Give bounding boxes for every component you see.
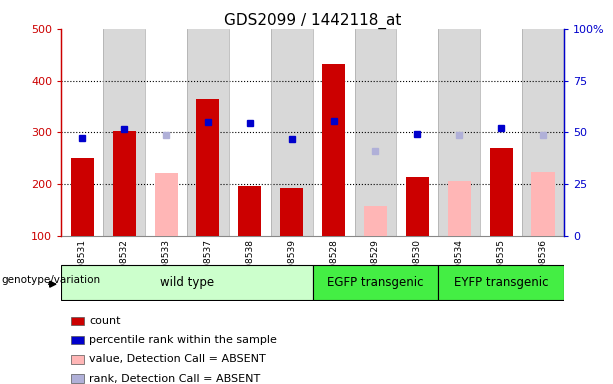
- Bar: [280, 188, 303, 236]
- Bar: [490, 148, 512, 236]
- Title: GDS2099 / 1442118_at: GDS2099 / 1442118_at: [224, 13, 402, 29]
- Bar: [313, 265, 438, 300]
- Bar: [322, 64, 345, 236]
- Bar: [229, 29, 271, 236]
- Bar: [71, 374, 84, 383]
- Text: count: count: [89, 316, 120, 326]
- Bar: [447, 181, 471, 236]
- Bar: [522, 29, 564, 236]
- Text: rank, Detection Call = ABSENT: rank, Detection Call = ABSENT: [89, 374, 260, 384]
- Bar: [145, 29, 187, 236]
- Bar: [438, 29, 480, 236]
- Text: value, Detection Call = ABSENT: value, Detection Call = ABSENT: [89, 354, 265, 364]
- Bar: [61, 29, 103, 236]
- Bar: [406, 177, 429, 236]
- Bar: [113, 131, 135, 236]
- Bar: [531, 172, 555, 236]
- Bar: [271, 29, 313, 236]
- Text: genotype/variation: genotype/variation: [1, 275, 101, 285]
- Bar: [71, 355, 84, 364]
- Bar: [364, 206, 387, 236]
- Bar: [480, 29, 522, 236]
- Bar: [397, 29, 438, 236]
- Bar: [238, 186, 261, 236]
- Text: EYFP transgenic: EYFP transgenic: [454, 276, 549, 289]
- Bar: [154, 173, 178, 236]
- Text: EGFP transgenic: EGFP transgenic: [327, 276, 424, 289]
- Bar: [438, 265, 564, 300]
- Bar: [103, 29, 145, 236]
- Text: wild type: wild type: [160, 276, 214, 289]
- Bar: [71, 336, 84, 344]
- Bar: [187, 29, 229, 236]
- Bar: [313, 29, 354, 236]
- Bar: [354, 29, 397, 236]
- Text: percentile rank within the sample: percentile rank within the sample: [89, 335, 277, 345]
- Bar: [61, 265, 313, 300]
- Bar: [196, 99, 219, 236]
- Bar: [71, 317, 84, 325]
- Bar: [70, 158, 94, 236]
